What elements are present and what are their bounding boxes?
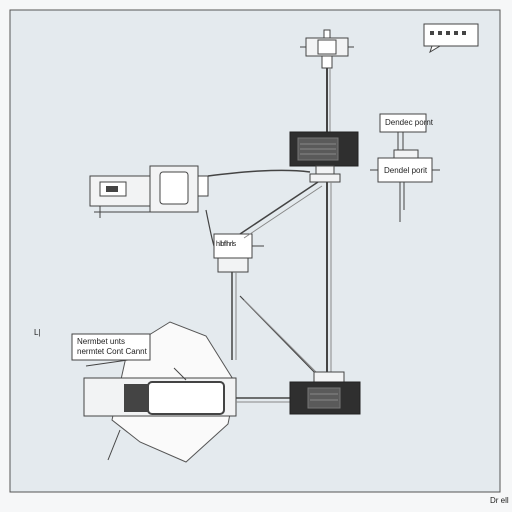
label-device-second: Dendel porit	[384, 166, 428, 175]
cable-left-to-top	[207, 169, 311, 177]
left-label-box	[71, 333, 151, 361]
right-device-second	[370, 157, 440, 222]
bottom-dark-device	[289, 371, 361, 415]
hub-device	[213, 233, 264, 273]
diagram-canvas	[9, 9, 501, 493]
label-left-box-line2: nermtet Cont Cannt	[77, 347, 147, 356]
access-panel	[83, 321, 237, 463]
top-connector-device	[300, 29, 354, 69]
label-device-top: Dendec pornt	[385, 118, 434, 127]
right-device-top	[379, 113, 427, 159]
label-hub: hlbflhrls	[216, 241, 236, 248]
label-bottom-right: Dr ell	[490, 496, 509, 505]
top-dark-device	[289, 131, 359, 183]
label-left-margin: L|	[34, 328, 41, 337]
note-bubble	[423, 23, 479, 54]
label-left-box-line1: Nermbet unts	[77, 337, 126, 346]
left-device-cluster	[89, 165, 209, 218]
